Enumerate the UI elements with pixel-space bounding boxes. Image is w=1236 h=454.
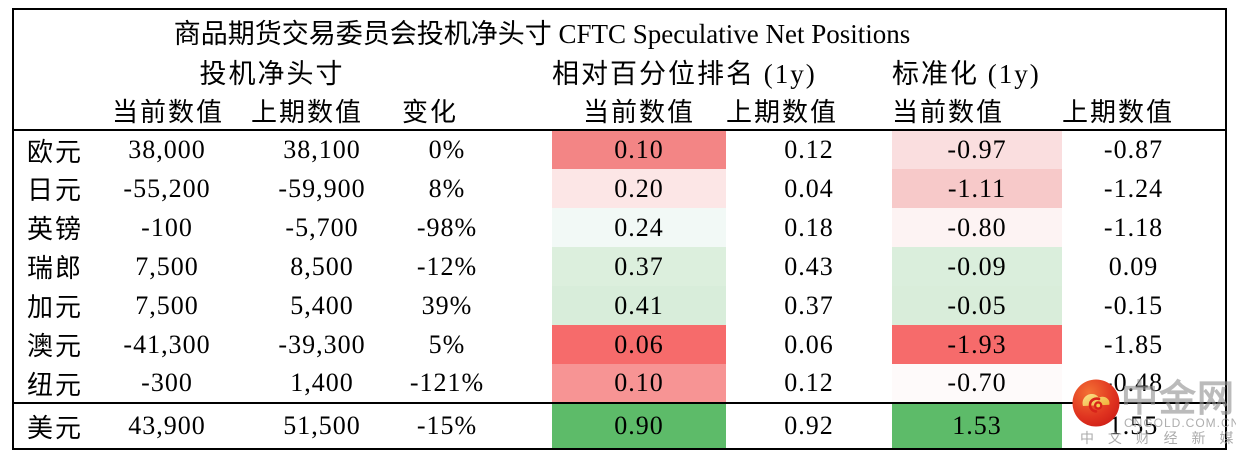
cell-pct-previous: 0.12 [784, 135, 834, 164]
subheader-std-previous: 上期数值 [1062, 91, 1226, 131]
cell-spec-current: 38,000 [128, 135, 206, 164]
cell-pct-previous: 0.12 [784, 368, 834, 397]
cell-pct-current: 0.24 [552, 208, 726, 247]
cell-std-previous: 1.55 [1062, 402, 1226, 448]
cell-std-current: -0.05 [892, 286, 1062, 325]
cell-currency: 加元 [27, 293, 84, 322]
subheader-change: 变化 [402, 91, 552, 131]
subheader-std-current: 当前数值 [892, 91, 1062, 131]
cell-std-previous: -0.15 [1103, 290, 1164, 320]
cell-spec-previous: 8,500 [290, 251, 354, 281]
table-row: 美元 43,900 51,500 -15% 0.90 0.92 1.53 1.55 [14, 402, 1226, 448]
cell-std-current: -0.70 [892, 364, 1062, 403]
cell-pct-current: 0.37 [552, 247, 726, 286]
cell-pct-previous: 0.04 [784, 173, 834, 203]
cell-spec-current: -41,300 [123, 329, 211, 359]
cell-spec-previous: 5,400 [290, 290, 354, 320]
cell-change: -98% [416, 212, 478, 242]
subheader-spec-current: 当前数值 [112, 91, 242, 131]
cell-spec-current: 7,500 [135, 290, 199, 320]
cell-pct-current: 0.06 [552, 325, 726, 364]
cell-std-previous: -1.18 [1103, 212, 1164, 242]
cell-change: -12% [416, 251, 478, 281]
cell-spec-current: -300 [141, 368, 193, 397]
cell-spec-current: 7,500 [135, 251, 199, 281]
table-row: 澳元 -41,300 -39,300 5% 0.06 0.06 -1.93 -1.85 [14, 325, 1225, 364]
cell-std-previous: -1.24 [1103, 173, 1164, 203]
cell-std-current: -0.97 [892, 130, 1062, 169]
cell-spec-previous: -39,300 [278, 329, 366, 359]
cell-currency: 澳元 [27, 332, 84, 361]
cell-pct-current: 0.20 [552, 169, 726, 208]
data-table: 商品期货交易委员会投机净头寸 CFTC Speculative Net Posi… [14, 10, 1226, 448]
table-row: 欧元 38,000 38,100 0% 0.10 0.12 -0.97 -0.87 [14, 130, 1225, 169]
table-body: 欧元 38,000 38,100 0% 0.10 0.12 -0.97 -0.87 日元 -55,… [14, 130, 1226, 448]
cell-pct-previous: 0.43 [784, 251, 834, 281]
cell-change: 39% [421, 290, 473, 320]
table-row: 英镑 -100 -5,700 -98% 0.24 0.18 -0.80 -1.18 [14, 208, 1225, 247]
cell-change: 0% [428, 135, 466, 164]
cell-change: 5% [428, 329, 466, 359]
cell-pct-previous: 0.37 [784, 290, 834, 320]
subheader-pct-current: 当前数值 [552, 91, 726, 131]
cell-spec-previous: 51,500 [242, 402, 402, 448]
group-header-spec-net-positions: 投机净头寸 [199, 59, 345, 89]
table-row: 加元 7,500 5,400 39% 0.41 0.37 -0.05 -0.15 [14, 286, 1225, 325]
cell-pct-current: 0.41 [552, 286, 726, 325]
table-row: 瑞郎 7,500 8,500 -12% 0.37 0.43 -0.09 0.09 [14, 247, 1225, 286]
cell-currency: 日元 [27, 176, 84, 205]
cell-std-previous: 0.09 [1108, 251, 1159, 281]
cell-currency: 英镑 [27, 215, 84, 244]
cell-spec-previous: 38,100 [283, 135, 361, 164]
group-header-percentile-rank-1y: 相对百分位排名 (1y) [552, 59, 817, 89]
cell-pct-previous: 0.18 [784, 212, 834, 242]
cell-std-current: -0.09 [892, 247, 1062, 286]
cell-currency: 纽元 [27, 370, 84, 400]
cell-std-previous: -1.85 [1103, 329, 1164, 359]
cell-change: -121% [409, 368, 485, 397]
cell-pct-current: 0.10 [552, 364, 726, 403]
cell-spec-previous: 1,400 [290, 368, 354, 397]
cell-pct-current: 0.10 [552, 130, 726, 169]
cell-spec-current: -55,200 [123, 173, 211, 203]
subheader-spec-previous: 上期数值 [242, 91, 402, 131]
cell-std-current: 1.53 [892, 402, 1062, 448]
cell-std-current: -0.80 [892, 208, 1062, 247]
cell-currency: 美元 [14, 402, 112, 448]
cell-spec-current: -100 [141, 212, 193, 242]
table-row: 日元 -55,200 -59,900 8% 0.20 0.04 -1.11 -1.24 [14, 169, 1225, 208]
cell-spec-current: 43,900 [112, 402, 242, 448]
table-title: 商品期货交易委员会投机净头寸 CFTC Speculative Net Posi… [173, 18, 911, 49]
group-spacer [402, 52, 552, 91]
group-spacer [14, 52, 112, 91]
cell-std-current: -1.93 [892, 325, 1062, 364]
cftc-positions-table: 商品期货交易委员会投机净头寸 CFTC Speculative Net Posi… [12, 8, 1227, 450]
cell-pct-previous: 0.06 [784, 329, 834, 359]
cell-pct-current: 0.90 [552, 402, 726, 448]
cell-std-current: -1.11 [892, 169, 1062, 208]
cell-spec-previous: -5,700 [285, 212, 359, 242]
group-header-standardized-1y: 标准化 (1y) [892, 59, 1041, 89]
cell-spec-previous: -59,900 [278, 173, 366, 203]
cell-pct-previous: 0.92 [726, 402, 892, 448]
subheader-pct-previous: 上期数值 [726, 91, 892, 131]
cell-std-previous: -0.87 [1103, 135, 1164, 164]
cell-currency: 欧元 [27, 137, 84, 167]
cell-change: 8% [428, 173, 466, 203]
subheader-spacer [14, 91, 112, 131]
cell-currency: 瑞郎 [27, 254, 84, 283]
cell-std-previous: -0.48 [1103, 368, 1164, 397]
table-row: 纽元 -300 1,400 -121% 0.10 0.12 -0.70 -0.48 [14, 364, 1225, 403]
cell-change: -15% [402, 402, 552, 448]
